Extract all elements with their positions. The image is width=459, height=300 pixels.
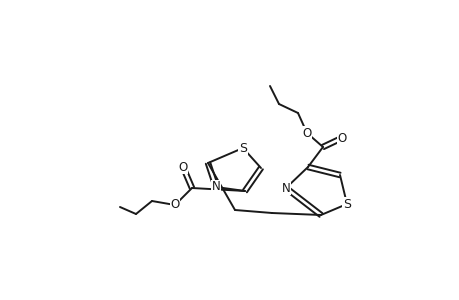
- Text: N: N: [281, 182, 290, 194]
- Text: O: O: [178, 160, 187, 173]
- Text: O: O: [336, 131, 346, 145]
- Text: S: S: [342, 197, 350, 211]
- Text: S: S: [239, 142, 246, 154]
- Text: N: N: [211, 181, 220, 194]
- Text: O: O: [170, 199, 179, 212]
- Text: O: O: [302, 127, 311, 140]
